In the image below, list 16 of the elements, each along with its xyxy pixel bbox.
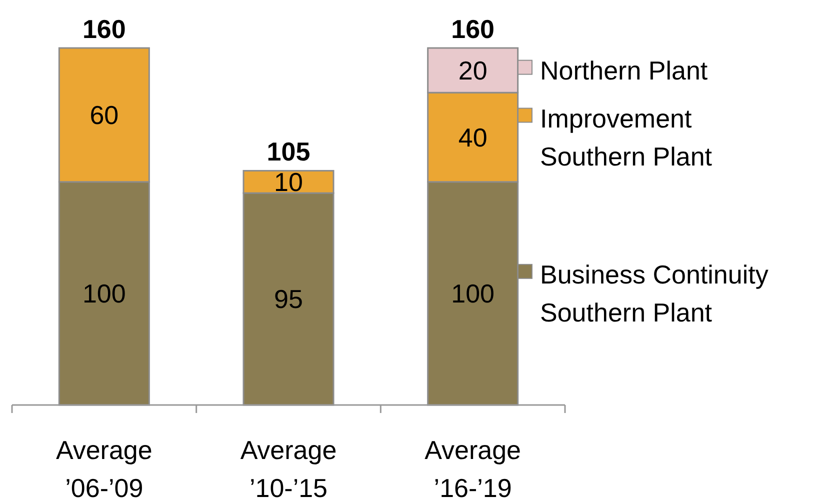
total-label: 160	[82, 14, 126, 44]
x-tick-label: Average ’06-’09	[56, 435, 152, 503]
x-tick-label: Average ’16-’19	[424, 435, 522, 503]
legend-label: Northern Plant	[540, 55, 708, 86]
x-tick-label: Average ’10-’15	[240, 435, 337, 503]
data-label: 100	[451, 278, 495, 309]
data-label: 20	[458, 55, 488, 86]
legend-label: Improvement Southern Plant	[540, 103, 713, 172]
data-label: 100	[82, 278, 126, 309]
total-label: 105	[266, 136, 310, 167]
data-label: 95	[274, 284, 303, 314]
total-label: 160	[451, 14, 495, 44]
data-label: 60	[90, 100, 119, 130]
data-label: 40	[458, 122, 488, 152]
data-label: 10	[274, 166, 303, 197]
legend-label: Business Continuity Southern Plant	[540, 260, 768, 328]
